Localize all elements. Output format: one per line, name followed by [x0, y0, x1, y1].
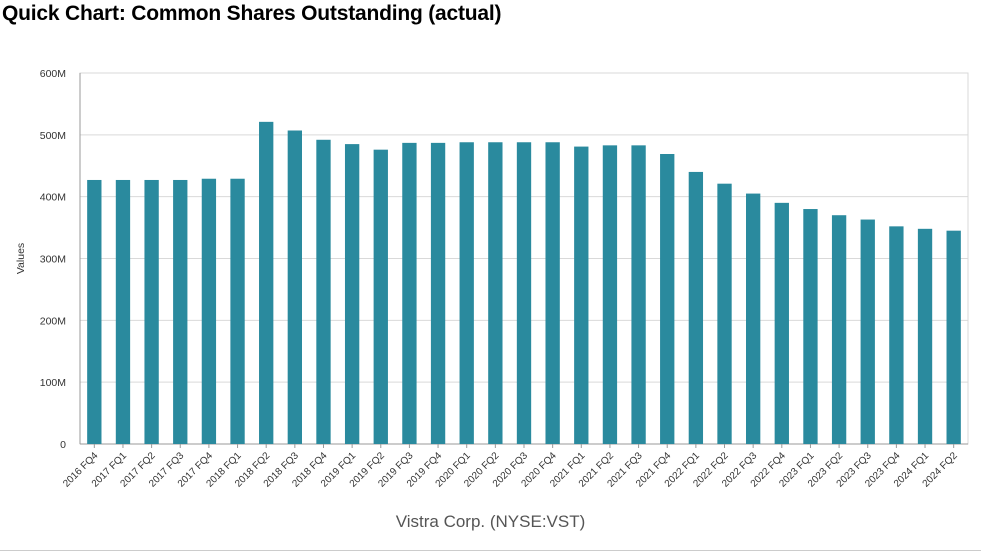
bar[interactable] [516, 142, 532, 444]
bar[interactable] [402, 142, 417, 444]
bar[interactable] [660, 154, 675, 445]
bar[interactable] [631, 145, 646, 444]
bar[interactable] [889, 226, 904, 444]
y-axis-ticks: 0 100M 200M 300M 400M 500M 600M [40, 68, 66, 451]
bar[interactable] [860, 219, 875, 444]
y-axis-label: Values [15, 243, 27, 274]
bar[interactable] [488, 142, 503, 444]
bar[interactable] [803, 209, 818, 444]
bar[interactable] [144, 179, 159, 444]
y-tick-label: 500M [40, 130, 66, 142]
x-axis-label: Vistra Corp. (NYSE:VST) [395, 512, 586, 531]
bar[interactable] [287, 130, 302, 444]
bar[interactable] [230, 178, 245, 445]
y-tick-label: 600M [40, 68, 66, 80]
y-tick-label: 200M [40, 315, 66, 327]
bar[interactable] [917, 228, 933, 444]
y-tick-label: 300M [40, 254, 66, 266]
bar[interactable] [574, 146, 589, 444]
bar[interactable] [87, 179, 102, 444]
y-tick-label: 100M [40, 377, 66, 389]
bar[interactable] [316, 139, 331, 444]
divider [0, 550, 981, 551]
bar[interactable] [688, 171, 704, 444]
bar[interactable] [746, 193, 761, 444]
bar[interactable] [717, 183, 732, 444]
bar[interactable] [430, 142, 446, 444]
bar[interactable] [774, 202, 789, 444]
bar[interactable] [831, 215, 847, 444]
bar-series [87, 121, 961, 445]
bar[interactable] [115, 179, 131, 444]
bar[interactable] [373, 149, 388, 444]
y-tick-label: 0 [60, 439, 66, 451]
bar[interactable] [602, 145, 618, 444]
bar[interactable] [344, 144, 360, 444]
bar[interactable] [259, 121, 274, 445]
page-title: Quick Chart: Common Shares Outstanding (… [2, 2, 502, 25]
bar[interactable] [545, 142, 560, 444]
y-tick-label: 400M [40, 192, 66, 204]
bar[interactable] [201, 178, 217, 445]
bar[interactable] [173, 179, 188, 444]
bar[interactable] [946, 230, 961, 444]
bar[interactable] [459, 142, 474, 444]
